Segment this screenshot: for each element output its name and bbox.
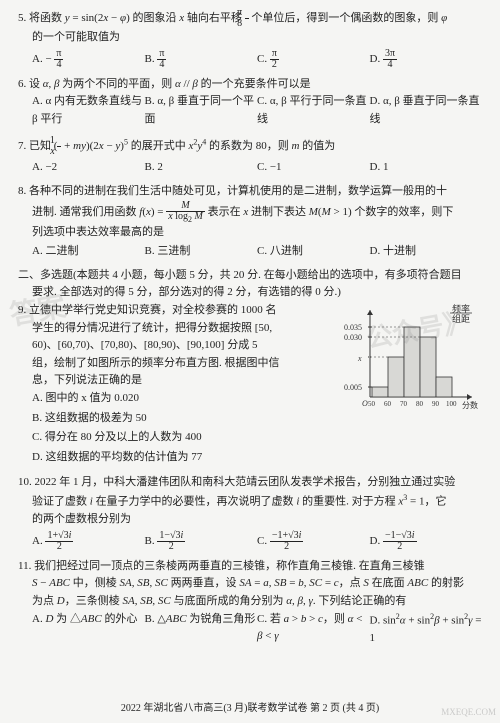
q7-opt-a: A. −2	[32, 159, 145, 177]
ytick-1: 0.035	[344, 323, 362, 332]
q11-text3: 为点 D，三条侧棱 SA, SB, SC 与底面所成的角分别为 α, β, γ.…	[18, 593, 482, 611]
chart-ylabel2: 组距	[452, 313, 470, 324]
ytick-2: 0.030	[344, 333, 362, 342]
q6-text: 6. 设 α, β 为两个不同的平面，则 α // β 的一个充要条件可以是	[18, 76, 482, 94]
q9-opt-d: D. 这组数据的平均数的估计值为 77	[32, 449, 482, 467]
q7-opt-d: D. 1	[370, 159, 483, 177]
question-8: 8. 各种不同的进制在我们生活中随处可见，计算机使用的是二进制，数学运算一般用的…	[18, 183, 482, 261]
q9-opt-c: C. 得分在 80 分及以上的人数为 400	[32, 429, 482, 447]
histogram-chart: 频率 组距 0.035 0.030 x 0.005 O 50 60	[342, 302, 482, 412]
q11-opt-a: A. D 为 △ABC 的外心	[32, 611, 145, 648]
bar-4	[420, 337, 436, 397]
q10-opt-b: B. 1−√3i2	[145, 531, 258, 552]
q8-opt-a: A. 二进制	[32, 243, 145, 261]
question-5: 5. 将函数 y = sin(2x − φ) 的图象沿 x 轴向右平移 π8 个…	[18, 8, 482, 70]
chart-ylabel: 频率	[452, 303, 470, 314]
q6-opt-d: D. α, β 垂直于同一条直线	[370, 93, 483, 128]
xtick-4: 80	[416, 400, 424, 408]
q8-text: 8. 各种不同的进制在我们生活中随处可见，计算机使用的是二进制，数学运算一般用的…	[18, 183, 482, 201]
ytick-3: 0.005	[344, 383, 362, 392]
q8-opt-c: C. 八进制	[257, 243, 370, 261]
q7-opt-c: C. −1	[257, 159, 370, 177]
q10-text2: 验证了虚数 i 在量子力学中的必要性，再次说明了虚数 i 的重要性. 对于方程 …	[18, 492, 482, 511]
histogram-svg: 频率 组距 0.035 0.030 x 0.005 O 50 60	[342, 302, 482, 412]
xtick-5: 90	[432, 400, 440, 408]
q11-text: 11. 我们把经过同一顶点的三条棱两两垂直的三棱锥，称作直角三棱锥. 在直角三棱…	[18, 558, 482, 576]
q10-opt-d: D. −1−√3i2	[370, 531, 483, 552]
q10-text3: 的两个虚数根分别为	[18, 511, 482, 529]
page-footer: 2022 年湖北省八市高三(3 月)联考数学试卷 第 2 页 (共 4 页)	[0, 701, 500, 717]
xtick-3: 70	[400, 400, 408, 408]
q6-opt-a: A. α 内有无数条直线与 β 平行	[32, 93, 145, 128]
q5-opt-b: B. π4	[145, 49, 258, 70]
q7-opt-b: B. 2	[145, 159, 258, 177]
q10-opt-a: A. 1+√3i2	[32, 531, 145, 552]
question-11: 11. 我们把经过同一顶点的三条棱两两垂直的三棱锥，称作直角三棱锥. 在直角三棱…	[18, 558, 482, 650]
q6-opt-b: B. α, β 垂直于同一个平面	[145, 93, 258, 128]
chart-xlabel: 分数	[462, 400, 478, 410]
bar-5	[436, 377, 452, 397]
q8-text2: 进制. 通常我们用函数 f(x) = Mx log2 M 表示在 x 进制下表达…	[18, 201, 482, 224]
q8-opt-d: D. 十进制	[370, 243, 483, 261]
q5-opt-a: A. − π4	[32, 49, 145, 70]
q10-text: 10. 2022 年 1 月，中科大潘建伟团队和南科大范靖云团队发表学术报告，分…	[18, 474, 482, 492]
q11-opt-c: C. 若 a > b > c，则 α < β < γ	[257, 611, 370, 648]
q11-opt-d: D. sin2α + sin2β + sin2γ = 1	[370, 611, 483, 648]
bar-1	[372, 387, 388, 397]
q5-opt-c: C. π2	[257, 49, 370, 70]
xtick-2: 60	[384, 400, 392, 408]
question-10: 10. 2022 年 1 月，中科大潘建伟团队和南科大范靖云团队发表学术报告，分…	[18, 474, 482, 551]
question-6: 6. 设 α, β 为两个不同的平面，则 α // β 的一个充要条件可以是 A…	[18, 76, 482, 131]
q6-opt-c: C. α, β 平行于同一条直线	[257, 93, 370, 128]
q11-text2: S − ABC 中，侧棱 SA, SB, SC 两两垂直，设 SA = a, S…	[18, 575, 482, 593]
q11-opt-b: B. △ABC 为锐角三角形	[145, 611, 258, 648]
section-header: 二、多选题(本题共 4 小题，每小题 5 分，共 20 分. 在每小题给出的选项…	[18, 267, 482, 302]
q8-text3: 列选项中表达效率最高的是	[18, 224, 482, 242]
question-7: 7. 已知 (1x + my)(2x − y)5 的展开式中 x2y4 的系数为…	[18, 136, 482, 177]
bar-2	[388, 357, 404, 397]
q9-opt-b: B. 这组数据的极差为 50	[32, 410, 482, 428]
q8-opt-b: B. 三进制	[145, 243, 258, 261]
xtick-1: 50	[368, 400, 376, 408]
q7-text: 7. 已知 (1x + my)(2x − y)5 的展开式中 x2y4 的系数为…	[18, 136, 482, 157]
section-line2: 要求. 全部选对的得 5 分，部分选对的得 2 分，有选错的得 0 分.)	[18, 284, 482, 302]
ytick-x: x	[357, 354, 362, 363]
stamp: MXEQE.COM	[441, 705, 496, 719]
q5-opt-d: D. 3π4	[370, 49, 483, 70]
question-9: 频率 组距 0.035 0.030 x 0.005 O 50 60	[18, 302, 482, 468]
q5-text: 5. 将函数 y = sin(2x − φ) 的图象沿 x 轴向右平移 π8 个…	[18, 8, 482, 29]
q10-opt-c: C. −1+√3i2	[257, 531, 370, 552]
q5-text2: 的一个可能取值为	[18, 29, 482, 47]
section-line1: 二、多选题(本题共 4 小题，每小题 5 分，共 20 分. 在每小题给出的选项…	[18, 267, 482, 285]
bar-3	[404, 327, 420, 397]
xtick-6: 100	[446, 400, 457, 408]
